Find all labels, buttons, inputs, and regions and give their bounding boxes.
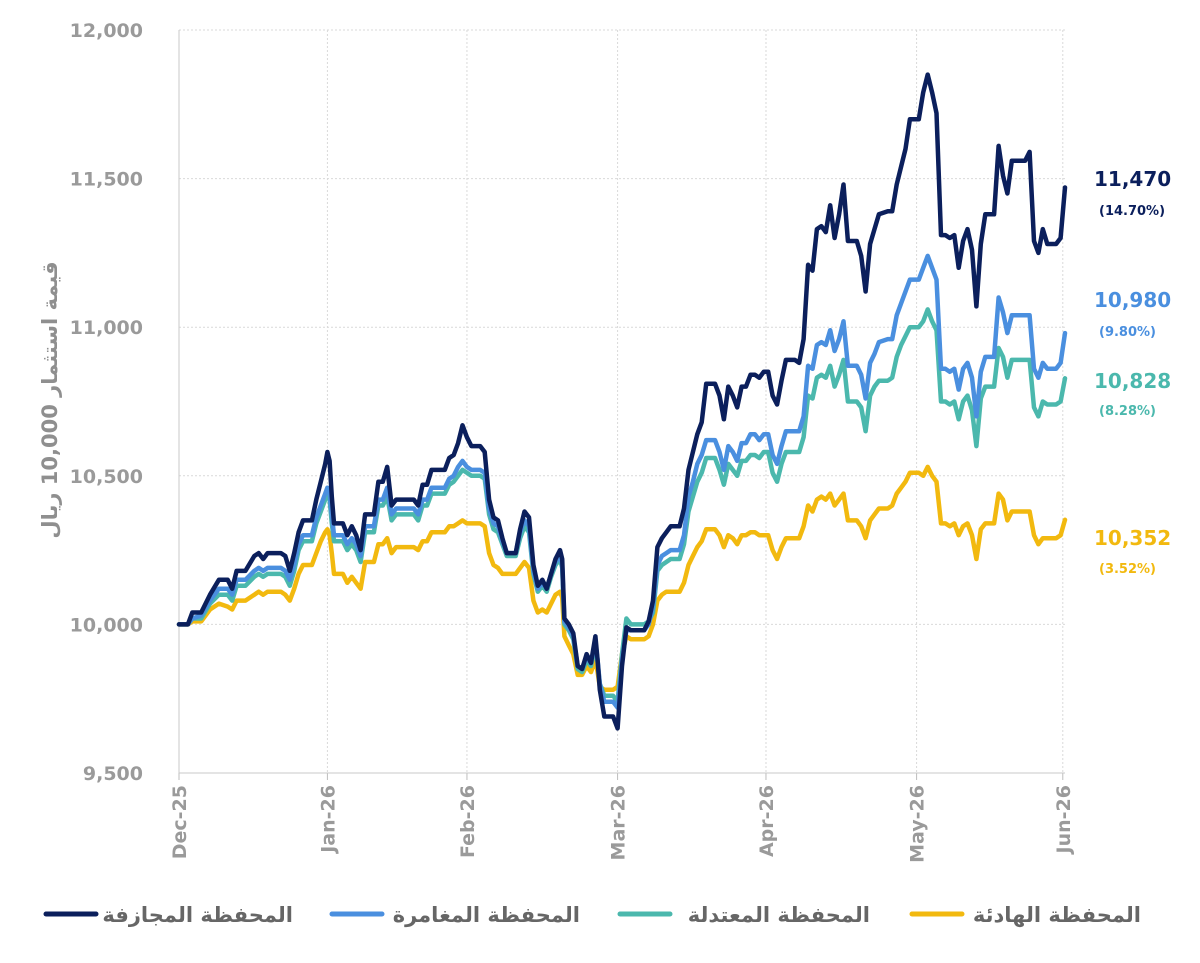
y-tick-label: 10,000 [70,614,143,636]
x-tick-label: Dec-25 [169,785,191,859]
end-value-label: 10,352 [1094,526,1171,550]
y-tick-label: 9,500 [83,763,143,785]
axes: 9,500 10,000 10,500 11,000 11,500 12,000 Dec-2… [38,20,1075,863]
legend-label: المحفظة المعتدلة [688,903,870,927]
end-percent-label: (3.52%) [1099,562,1156,577]
end-labels: 11,470 (14.70%) 10,980 (9.80%) 10,828 (8.28%)… [1094,167,1171,577]
legend-label: المحفظة الهادئة [973,903,1141,927]
x-tick-label: Apr-26 [756,785,778,857]
y-tick-label: 12,000 [70,20,143,42]
end-percent-label: (9.80%) [1099,325,1156,340]
x-tick-label: Feb-26 [457,785,479,858]
y-axis-title: قيمة استثمار 10,000 ريال [38,261,62,538]
y-tick-label: 10,500 [70,466,143,488]
series-line-3 [176,307,1068,704]
x-tick-label: May-26 [907,785,929,863]
x-tick-label: Mar-26 [608,785,630,860]
end-value-label: 10,828 [1094,369,1171,393]
series-lines [176,72,1068,731]
legend: المحفظة المجازفة المحفظة المغامرة المحفظة … [43,903,1141,927]
y-tick-label: 11,000 [70,317,143,339]
legend-label: المحفظة المجازفة [102,903,293,927]
series-line-4 [176,464,1068,693]
series-line-1 [176,72,1068,731]
x-tick-label: Jun-26 [1053,785,1075,855]
end-value-label: 11,470 [1094,167,1171,191]
end-value-label: 10,980 [1094,288,1171,312]
end-percent-label: (8.28%) [1099,404,1156,419]
legend-label: المحفظة المغامرة [393,903,580,927]
y-tick-label: 11,500 [70,169,143,191]
end-percent-label: (14.70%) [1099,204,1165,219]
x-tick-label: Jan-26 [317,785,339,855]
